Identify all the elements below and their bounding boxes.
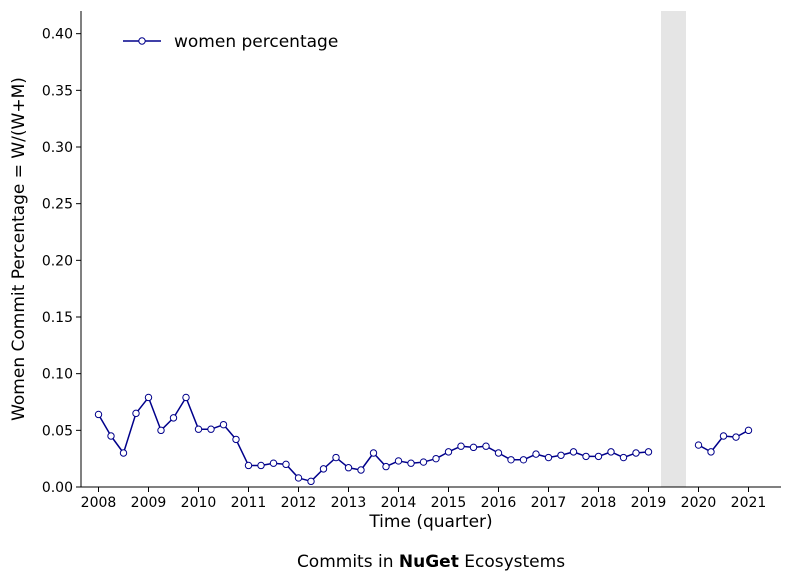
x-tick-label: 2009 (131, 495, 167, 511)
x-tick-label: 2019 (631, 495, 667, 511)
data-point (619, 453, 628, 462)
data-point (169, 414, 178, 422)
y-tick-label: 0.00 (42, 480, 73, 496)
x-tick-label: 2020 (681, 495, 717, 511)
figure-caption: Commits in NuGet Ecosystems (297, 552, 565, 572)
y-ticks: 0.00 0.05 0.10 0.15 0.20 0.25 0.30 0.35 0.40 (42, 27, 81, 496)
data-point (157, 426, 165, 435)
data-point (144, 393, 153, 402)
y-tick-label: 0.20 (42, 253, 73, 269)
data-point (432, 454, 440, 463)
caption-suffix: Ecosystems (459, 552, 565, 572)
caption-prefix: Commits in (297, 552, 399, 572)
y-tick-label: 0.30 (42, 140, 73, 156)
y-tick-label: 0.35 (42, 83, 73, 99)
highlight-band-layer (661, 11, 686, 487)
x-tick-label: 2012 (281, 495, 317, 511)
data-point (369, 449, 378, 457)
data-point (119, 449, 128, 457)
data-point (507, 456, 515, 464)
data-point (732, 433, 740, 441)
x-tick-label: 2014 (381, 495, 417, 511)
data-point (357, 466, 365, 474)
data-point (694, 441, 703, 449)
caption-ecosystem: NuGet (399, 552, 459, 572)
data-point (107, 432, 115, 440)
data-point (744, 426, 753, 435)
data-point (719, 432, 728, 440)
x-tick-label: 2017 (531, 495, 567, 511)
x-ticks: 2008 2009 2010 2011 2012 2013 2014 2015 2016 2017… (81, 487, 767, 511)
data-point (457, 442, 465, 450)
data-point (207, 425, 215, 433)
x-tick-label: 2016 (481, 495, 517, 511)
data-point (294, 474, 303, 482)
data-point (332, 453, 340, 462)
data-point (419, 458, 428, 466)
x-tick-label: 2021 (731, 495, 767, 511)
y-tick-label: 0.25 (42, 197, 73, 213)
x-tick-label: 2010 (181, 495, 217, 511)
data-point (394, 457, 403, 465)
data-point (307, 477, 315, 486)
legend-label: women percentage (174, 32, 338, 52)
x-tick-label: 2015 (431, 495, 467, 511)
data-point (519, 456, 528, 464)
data-point (607, 448, 615, 456)
data-point (194, 425, 203, 433)
data-point (632, 449, 640, 457)
data-point (382, 462, 390, 471)
highlight-band (661, 11, 686, 487)
data-point (444, 448, 453, 456)
data-point (469, 443, 478, 452)
data-point (532, 450, 540, 458)
data-point (319, 465, 328, 473)
data-point (707, 448, 715, 456)
series-layer (94, 393, 753, 486)
data-point (232, 435, 240, 444)
x-tick-label: 2011 (231, 495, 267, 511)
data-point (282, 460, 290, 469)
x-tick-label: 2018 (581, 495, 617, 511)
x-axis-label: Time (quarter) (368, 512, 492, 532)
legend: women percentage (123, 32, 338, 52)
series-line-segment (97, 396, 649, 483)
data-point (132, 409, 140, 418)
data-point (594, 452, 603, 461)
data-point (269, 459, 278, 467)
data-point (407, 459, 415, 467)
y-tick-label: 0.10 (42, 367, 73, 383)
y-tick-label: 0.40 (42, 27, 73, 43)
data-point (569, 448, 578, 456)
data-point (94, 410, 103, 419)
y-tick-label: 0.05 (42, 423, 73, 439)
data-point (582, 452, 590, 461)
data-point (544, 453, 553, 462)
x-tick-label: 2013 (331, 495, 367, 511)
y-axis-label: Women Commit Percentage = W/(W+M) (9, 77, 29, 421)
x-tick-label: 2008 (81, 495, 117, 511)
data-point (557, 451, 565, 459)
data-point (494, 449, 503, 457)
legend-marker-swatch (138, 37, 146, 45)
data-point (182, 393, 190, 402)
y-tick-label: 0.15 (42, 310, 73, 326)
data-point (219, 420, 228, 429)
data-point (644, 448, 653, 456)
data-point (257, 461, 265, 470)
data-point (344, 464, 353, 472)
data-point (244, 461, 253, 470)
data-point (482, 442, 490, 450)
